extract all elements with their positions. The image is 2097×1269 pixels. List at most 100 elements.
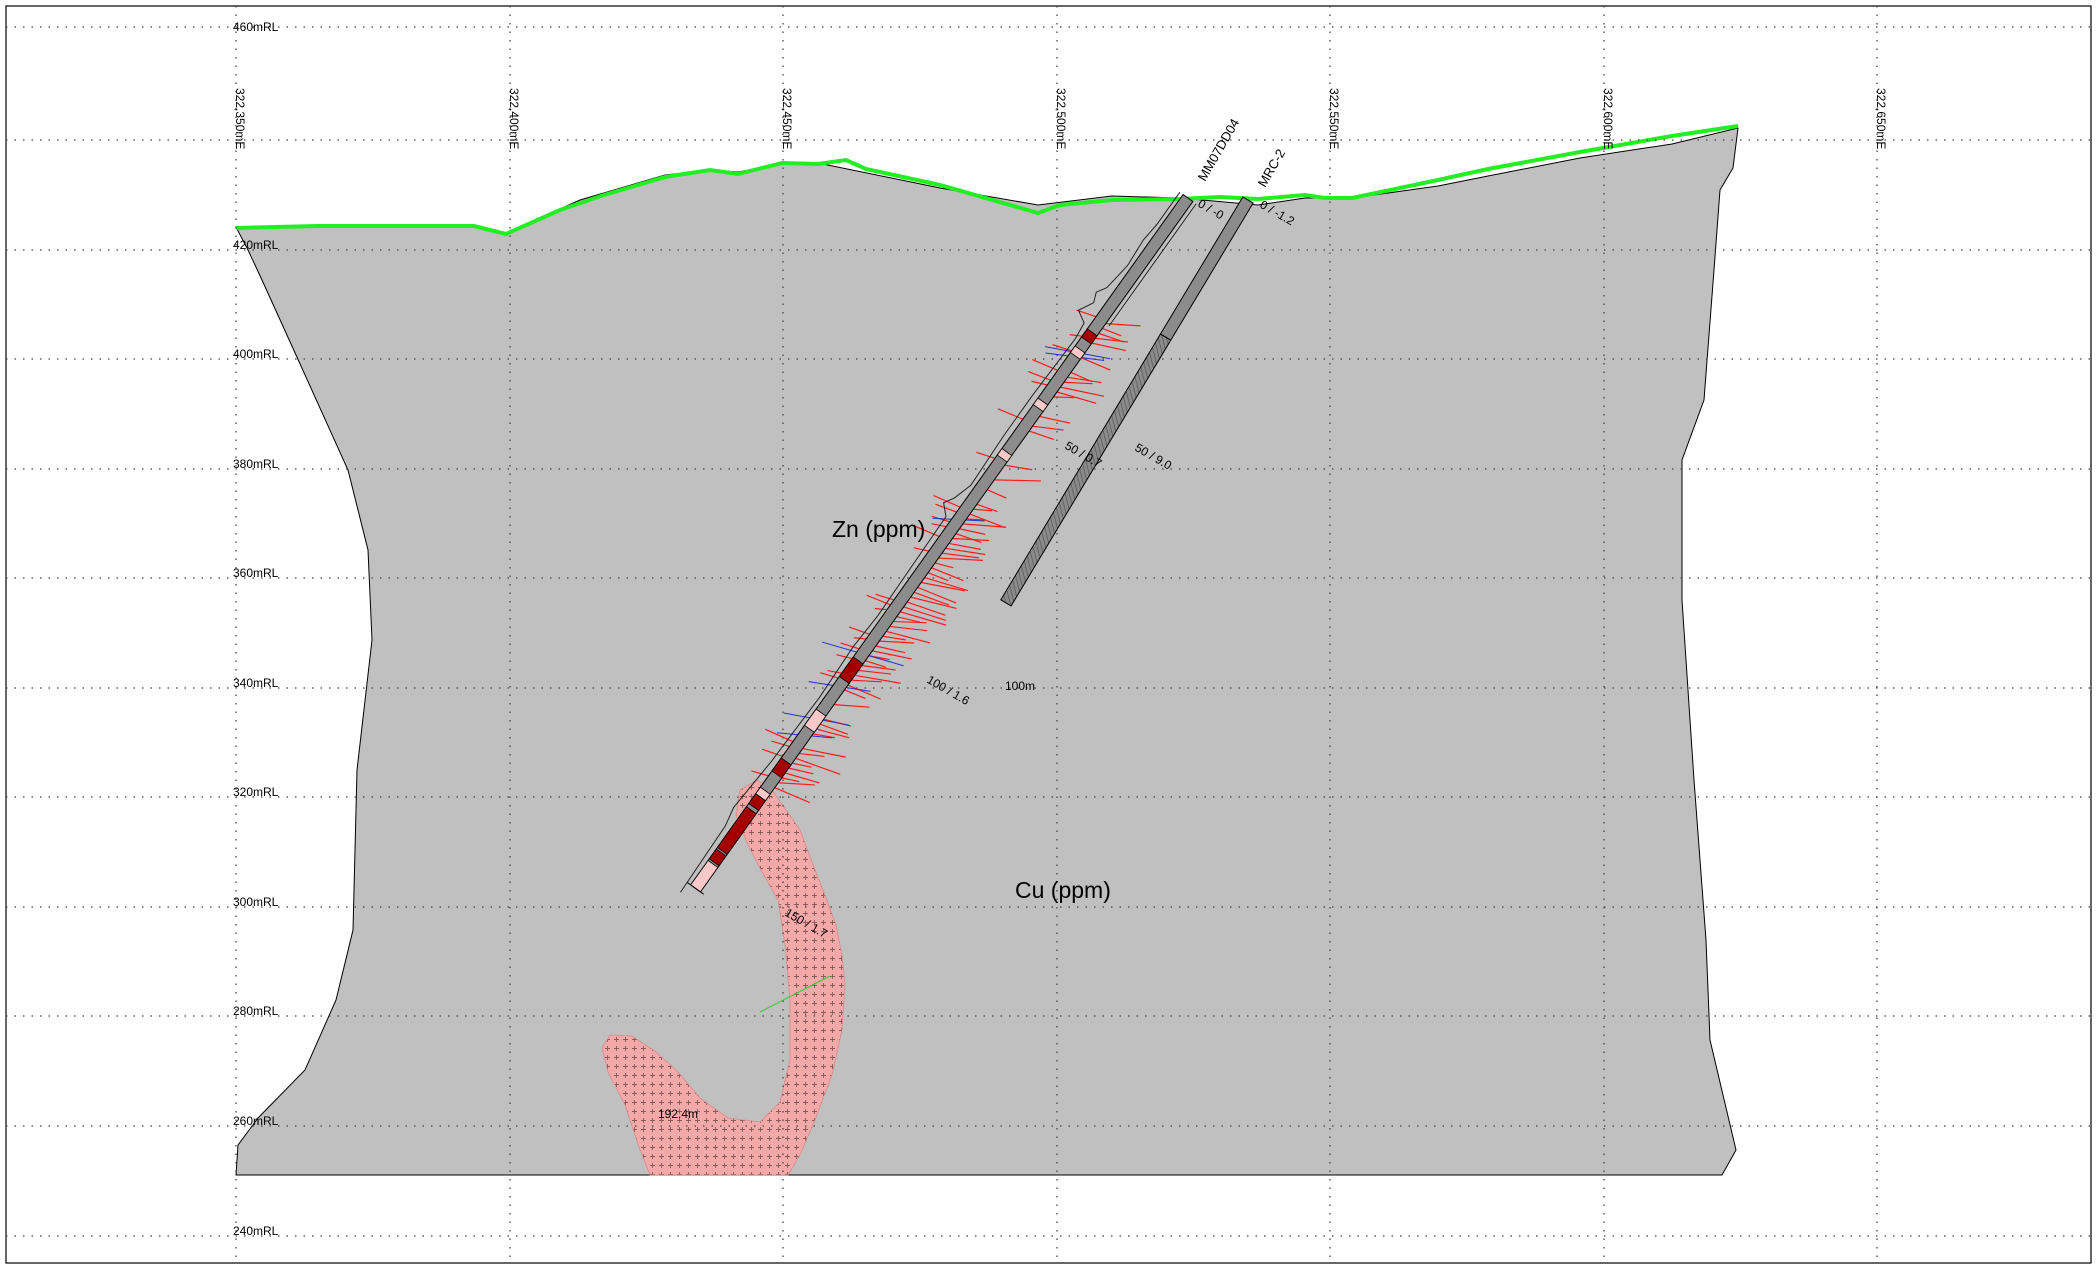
zn-tick (833, 704, 870, 708)
zn-tick (771, 740, 790, 748)
mineralised-zone (601, 779, 846, 1176)
zn-tick (921, 581, 966, 592)
zn-tick (906, 601, 946, 616)
zn-tick (994, 479, 1041, 482)
zn-tick (1032, 425, 1064, 431)
rl-labels: 460mRL 420mRL 400mRL 380mRL 360mRL 340mR… (233, 20, 279, 1238)
assay-interval-high (1080, 328, 1098, 345)
rl-label: 460mRL (233, 20, 279, 34)
zn-tick (813, 733, 836, 739)
zn-tick (1052, 343, 1072, 352)
zn-tick (934, 562, 954, 569)
zn-tick (966, 518, 986, 521)
zn-tick (795, 757, 841, 775)
zn-tick (997, 408, 1024, 420)
zn-tick (865, 660, 887, 668)
zn-tick (1063, 381, 1093, 385)
zn-tick (893, 620, 927, 624)
zn-tick (924, 577, 969, 592)
zn-tick (1067, 376, 1102, 384)
zn-tick (1031, 359, 1058, 371)
assay-interval-high (716, 806, 757, 855)
zn-tick (889, 625, 928, 632)
easting-label: 322,500mE (1054, 88, 1068, 149)
rl-label: 420mRL (233, 238, 279, 252)
map-frame (5, 5, 2092, 1264)
zn-tick (792, 762, 812, 768)
zn-tick (1069, 334, 1083, 337)
zn-tick (851, 679, 882, 683)
zn-tick (875, 593, 895, 601)
zn-tick (917, 586, 957, 604)
zn-tick (931, 523, 947, 528)
drillhole-mm07dd04 (680, 191, 1197, 1013)
zn-tick (955, 533, 982, 544)
zn-tick (945, 547, 986, 556)
easting-label: 322,400mE (507, 88, 521, 149)
zn-tick (827, 669, 842, 674)
rl-label: 300mRL (233, 895, 279, 909)
zn-tick (788, 767, 814, 775)
zn-tick (973, 508, 993, 512)
zn-tick (938, 557, 983, 562)
assay-interval-high (748, 793, 767, 812)
zn-tick (849, 626, 870, 635)
zn-tick (874, 607, 888, 611)
zn-tick (1039, 415, 1071, 424)
section-area (235, 127, 1739, 1176)
assay-interval-low (1069, 345, 1086, 360)
easting-label: 322,450mE (780, 88, 794, 149)
hole-trace-hatched (1000, 333, 1172, 607)
zn-tick (774, 787, 811, 804)
rl-label: 280mRL (233, 1004, 279, 1018)
zn-tick (1081, 357, 1111, 371)
zn-tick (802, 747, 846, 758)
zn-tick (931, 567, 964, 582)
zn-tick (1053, 396, 1075, 399)
rl-label: 380mRL (233, 457, 279, 471)
zn-tick (913, 547, 929, 552)
zn-tick (1105, 323, 1141, 327)
assay-interval-low (996, 447, 1013, 463)
zn-tick (875, 645, 906, 654)
zn-tick (820, 672, 839, 679)
easting-labels: 322,350mE 322,400mE 322,450mE 322,500mE … (233, 88, 1888, 149)
zn-tick (913, 591, 950, 606)
zn-tick (896, 616, 921, 623)
zn-tick (941, 552, 979, 559)
zn-tick (872, 650, 912, 660)
zn-tick (761, 748, 783, 757)
zn-tick (1004, 464, 1033, 471)
zn-tick (935, 503, 957, 513)
zn-tick (847, 684, 881, 700)
zn-tick (1028, 430, 1055, 441)
eoh-depth-mm07dd04: 192.4m (658, 1107, 698, 1121)
zn-tick (1056, 391, 1097, 404)
zn-tick (886, 630, 931, 644)
zn-tick (1031, 380, 1048, 386)
zn-tick (948, 542, 981, 550)
zn-tick (969, 513, 1006, 529)
zn-tick (987, 489, 1007, 499)
rl-label: 260mRL (233, 1114, 279, 1128)
zn-tick (836, 654, 853, 660)
zn-tick (861, 664, 896, 671)
easting-label: 322,600mE (1601, 88, 1615, 149)
assay-profile (680, 191, 1181, 893)
zn-tick (910, 596, 957, 610)
zn-tick (781, 777, 800, 783)
zn-tick (882, 635, 906, 641)
zn-tick (840, 642, 860, 650)
zn-tick (854, 674, 901, 684)
zn-tick (976, 451, 996, 459)
zn-tick (844, 689, 866, 700)
rl-label: 400mRL (233, 347, 279, 361)
zn-tick (962, 523, 1007, 528)
assay-interval-high (838, 656, 864, 684)
zn-tick (952, 537, 990, 542)
zn-tick (959, 528, 986, 535)
zn-tick (751, 770, 769, 777)
zn-tick (927, 572, 949, 582)
zn-tick (1028, 370, 1051, 381)
